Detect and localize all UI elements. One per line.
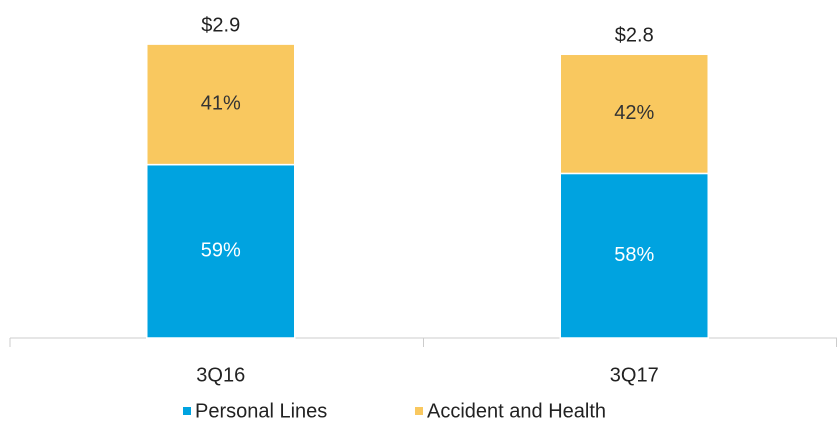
- bar-segment: [146, 43, 296, 166]
- segment-label: 58%: [614, 244, 654, 266]
- legend-label: Accident and Health: [427, 400, 606, 422]
- x-tick-label: 3Q17: [610, 364, 659, 386]
- segment-label: 59%: [201, 240, 241, 262]
- x-tick-label: 3Q16: [196, 364, 245, 386]
- total-label: $2.8: [615, 25, 654, 47]
- segment-label: 42%: [614, 102, 654, 124]
- legend-label: Personal Lines: [195, 400, 327, 422]
- segment-label: 41%: [201, 93, 241, 115]
- legend-swatch: [183, 407, 191, 415]
- bar-segment: [146, 163, 296, 339]
- legend-swatch: [415, 407, 423, 415]
- total-label: $2.9: [201, 14, 240, 36]
- bar-segment: [559, 53, 709, 175]
- bar-segment: [559, 172, 709, 339]
